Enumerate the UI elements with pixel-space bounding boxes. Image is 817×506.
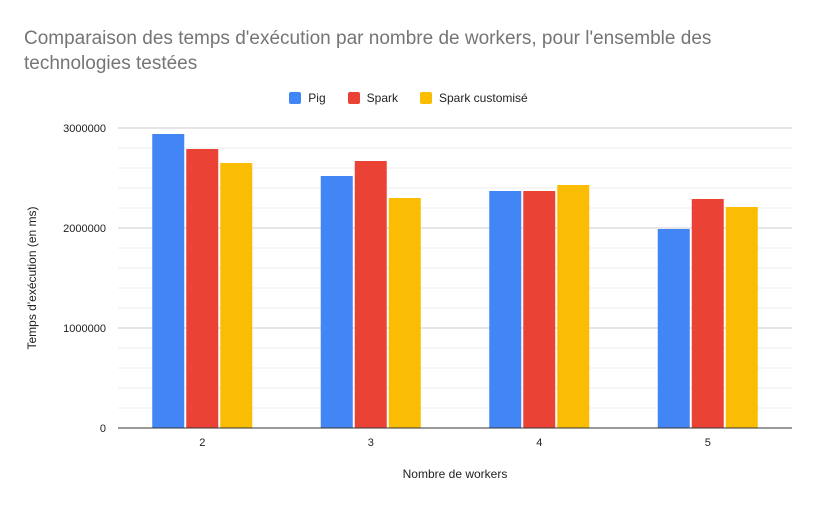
legend-item-spark-customise[interactable]: Spark customisé <box>420 91 528 105</box>
x-tick-label: 3 <box>368 437 374 449</box>
bar-spark-4[interactable] <box>523 191 556 428</box>
axes: 0 1000000 2000000 3000000 2 3 4 5 <box>63 123 792 449</box>
y-tick-label: 3000000 <box>63 123 106 135</box>
legend-swatch-spark <box>347 92 360 104</box>
legend-label-spark-customise: Spark customisé <box>439 91 528 105</box>
x-tick-label: 4 <box>536 437 542 449</box>
bar-pig-5[interactable] <box>657 229 690 428</box>
bar-pig-4[interactable] <box>489 191 522 428</box>
y-axis-title: Temps d'exécution (en ms) <box>25 206 39 349</box>
bar-spark-customis--5[interactable] <box>725 207 758 428</box>
legend-item-spark[interactable]: Spark <box>347 91 398 105</box>
bars <box>152 134 758 428</box>
x-axis-title: Nombre de workers <box>403 467 508 481</box>
gridlines <box>118 127 792 409</box>
bar-spark-3[interactable] <box>354 161 387 428</box>
legend-swatch-pig <box>289 92 302 104</box>
y-tick-label: 1000000 <box>63 323 106 335</box>
y-tick-label: 0 <box>100 423 106 435</box>
bar-spark-5[interactable] <box>691 199 724 428</box>
legend-label-spark: Spark <box>366 91 398 105</box>
x-tick-label: 5 <box>705 437 711 449</box>
bar-spark-customis--4[interactable] <box>557 185 590 428</box>
y-tick-label: 2000000 <box>63 223 106 235</box>
bar-spark-customis--3[interactable] <box>388 198 421 428</box>
x-tick-label: 2 <box>199 437 205 449</box>
bar-spark-customis--2[interactable] <box>220 163 253 428</box>
legend-swatch-spark-customise <box>420 92 432 104</box>
legend: Pig Spark Spark customisé <box>0 89 817 107</box>
legend-item-pig[interactable]: Pig <box>289 91 326 105</box>
bar-spark-2[interactable] <box>186 149 219 428</box>
legend-label-pig: Pig <box>308 91 326 105</box>
bar-pig-2[interactable] <box>152 134 185 428</box>
bar-pig-3[interactable] <box>320 176 353 428</box>
chart-title: Comparaison des temps d'exécution par no… <box>24 28 712 74</box>
